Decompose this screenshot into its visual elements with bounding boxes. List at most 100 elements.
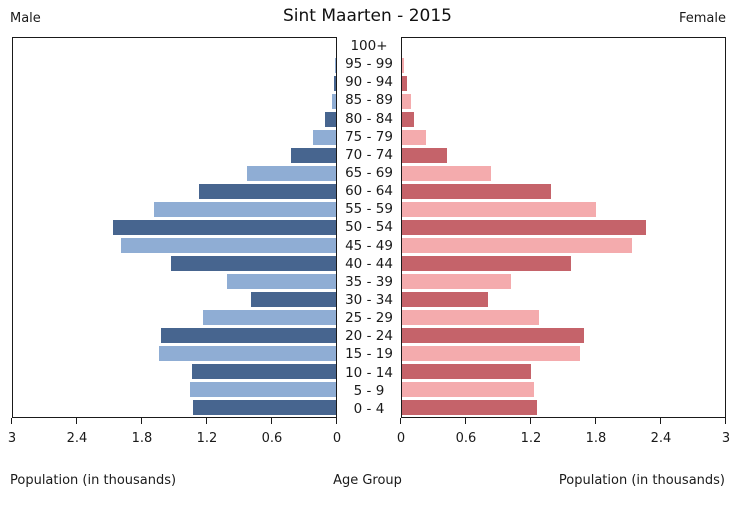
male-bar-20-24 [160,328,336,344]
male-bar-row [13,381,336,399]
axis-tickmark [660,418,661,424]
male-bar-row [13,363,336,381]
age-group-label: 90 - 94 [345,74,393,91]
male-bar-row [13,327,336,345]
age-group-label: 60 - 64 [345,183,393,200]
female-bar-30-34 [402,292,489,308]
male-bar-30-34 [250,292,336,308]
female-bar-85-89 [402,93,411,109]
age-group-label: 50 - 54 [345,219,393,236]
male-bars-panel [12,37,337,418]
axis-tick-label: 0 [396,431,406,446]
male-side-label: Male [10,11,41,26]
male-bar-row [13,92,336,110]
axis-tickmark [11,418,12,424]
male-bar-15-19 [159,346,336,362]
age-group-label: 30 - 34 [345,292,393,309]
age-group-label: 25 - 29 [345,310,393,327]
female-bar-35-39 [402,274,511,290]
male-bar-65-69 [246,165,336,181]
female-bar-row [402,38,725,56]
female-bar-row [402,273,725,291]
male-bar-row [13,128,336,146]
axis-tickmark [206,418,207,424]
age-group-axis-title: Age Group [333,473,402,488]
axis-tick-label: 0 [332,431,342,446]
male-bar-55-59 [154,201,336,217]
female-axis-tick-labels: 0 0.6 1.2 1.8 2.4 3 [397,431,730,449]
female-bar-20-24 [402,328,584,344]
female-bar-row [402,255,725,273]
male-bar-90-94 [333,75,336,91]
age-group-label: 15 - 19 [345,346,393,363]
male-bar-row [13,399,336,417]
female-bar-10-14 [402,364,532,380]
age-group-label: 85 - 89 [345,92,393,109]
male-bar-row [13,164,336,182]
female-bar-row [402,200,725,218]
male-bar-row [13,110,336,128]
axis-tickmark [465,418,466,424]
axis-tick-label: 2.4 [66,431,88,446]
male-bar-0-4 [192,400,336,416]
female-bar-25-29 [402,310,539,326]
chart-title: Sint Maarten - 2015 [283,6,452,26]
age-group-label: 55 - 59 [345,201,393,218]
female-bar-row [402,345,725,363]
age-group-label: 70 - 74 [345,146,393,163]
male-bar-25-29 [202,310,336,326]
female-bar-70-74 [402,147,448,163]
male-axis-title: Population (in thousands) [10,473,177,488]
axis-tickmark [271,418,272,424]
male-bar-35-39 [227,274,336,290]
age-group-label: 95 - 99 [345,56,393,73]
female-bar-row [402,146,725,164]
female-axis-title: Population (in thousands) [558,473,725,488]
male-bar-40-44 [171,256,336,272]
age-group-label: 40 - 44 [345,255,393,272]
female-bar-row [402,399,725,417]
male-bar-60-64 [199,183,336,199]
axis-tick-label: 3 [7,431,17,446]
male-bar-10-14 [191,364,336,380]
female-bar-5-9 [402,382,535,398]
female-bar-row [402,237,725,255]
female-bar-row [402,110,725,128]
female-bar-row [402,164,725,182]
female-bar-row [402,182,725,200]
male-bar-row [13,182,336,200]
female-bar-40-44 [402,256,572,272]
axis-tickmark [725,418,726,424]
male-bar-row [13,273,336,291]
axis-tickmark [400,418,401,424]
female-bar-45-49 [402,238,633,254]
axis-tick-label: 0.6 [261,431,283,446]
axis-tickmark [141,418,142,424]
male-bar-50-54 [113,219,336,235]
female-bar-0-4 [402,400,537,416]
male-bar-row [13,291,336,309]
age-group-label: 75 - 79 [345,128,393,145]
male-bar-row [13,56,336,74]
axis-tick-label: 1.2 [520,431,542,446]
axis-tick-label: 3 [721,431,731,446]
male-bar-70-74 [290,147,336,163]
male-bar-row [13,200,336,218]
male-bar-row [13,38,336,56]
female-bar-65-69 [402,165,492,181]
female-bar-90-94 [402,75,408,91]
female-bar-row [402,381,725,399]
male-bar-45-49 [120,238,336,254]
axis-tick-label: 1.2 [196,431,218,446]
female-bar-row [402,128,725,146]
age-group-label: 5 - 9 [353,382,385,399]
male-bar-85-89 [331,93,336,109]
female-bar-row [402,56,725,74]
age-group-label: 10 - 14 [345,364,393,381]
axis-tick-label: 0.6 [455,431,477,446]
axis-tickmark [595,418,596,424]
axis-tick-label: 1.8 [585,431,607,446]
female-bar-15-19 [402,346,580,362]
axis-tickmark [530,418,531,424]
